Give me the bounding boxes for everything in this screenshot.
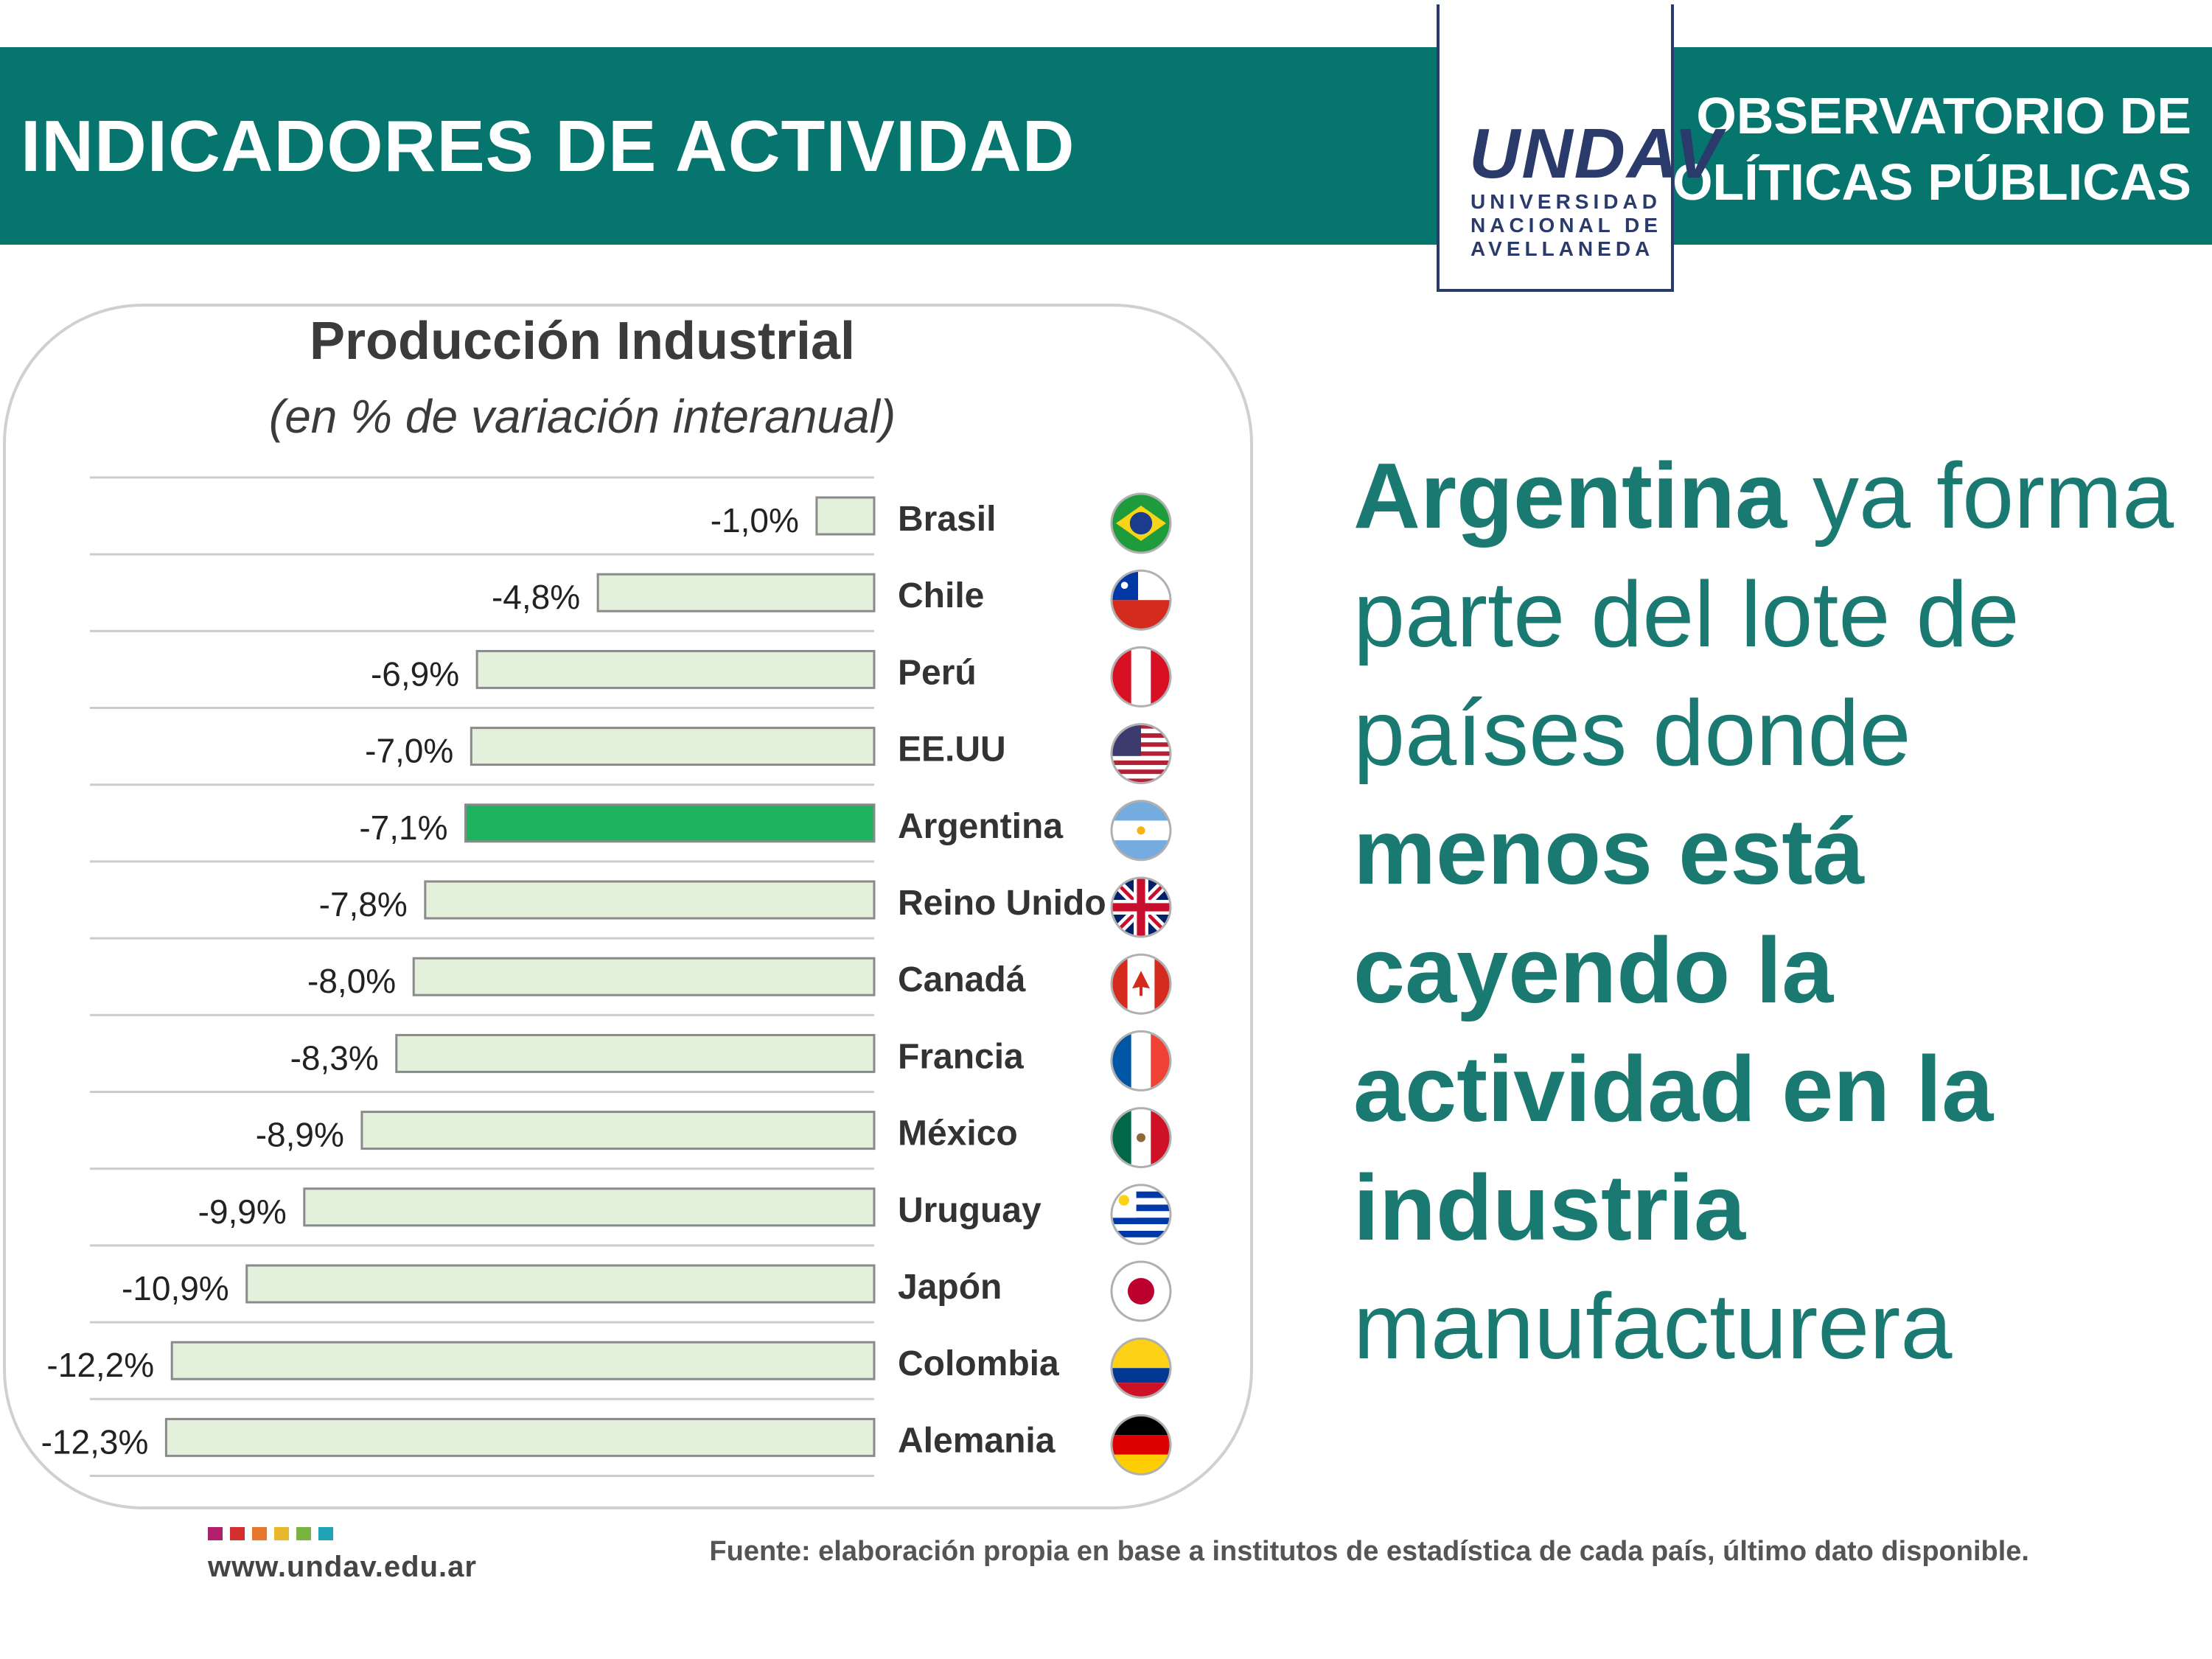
value-label: -4,8%: [492, 578, 580, 616]
bar-highlight: [464, 803, 876, 843]
brand-dot: [208, 1527, 223, 1540]
value-label: -10,9%: [122, 1269, 229, 1307]
mexico-flag-icon: [1110, 1107, 1172, 1169]
bar-chart: -1,0% Brasil -4,8% Chile -6,9% Perú -7,0% EE.UU…: [41, 476, 1172, 1477]
undav-logo: UNDAV UNIVERSIDAD NACIONAL DE AVELLANEDA: [1437, 4, 1721, 292]
bar: [412, 957, 876, 996]
chart-title: Producción Industrial: [309, 312, 856, 371]
category-label: Uruguay: [898, 1191, 1042, 1230]
bar: [596, 573, 876, 612]
category-label: Reino Unido: [898, 884, 1106, 923]
headline-bold-2: menos está cayendo la actividad en la in…: [1353, 800, 1994, 1260]
headline-text-1: ya forma parte del lote de países donde: [1353, 444, 2174, 785]
uk-flag-icon: [1110, 876, 1172, 938]
bar: [475, 649, 876, 689]
value-label: -12,3%: [41, 1422, 149, 1461]
value-label: -6,9%: [371, 654, 459, 693]
observatorio-line-2: POLÍTICAS PÚBLICAS: [1638, 153, 2191, 211]
bar: [245, 1264, 876, 1304]
value-label: -12,2%: [46, 1346, 154, 1384]
bar: [470, 727, 876, 766]
brand-dot: [252, 1527, 267, 1540]
bar: [164, 1417, 876, 1457]
value-label: -7,8%: [319, 885, 408, 923]
value-label: -9,9%: [198, 1192, 287, 1231]
uruguay-flag-icon: [1110, 1184, 1172, 1246]
brand-dot: [274, 1527, 289, 1540]
value-label: -7,1%: [359, 808, 447, 847]
argentina-flag-icon: [1110, 800, 1172, 862]
bar: [395, 1033, 876, 1073]
category-label: EE.UU: [898, 730, 1006, 769]
category-label: Canadá: [898, 960, 1026, 999]
bar: [303, 1187, 876, 1227]
france-flag-icon: [1110, 1030, 1172, 1092]
bar: [360, 1111, 876, 1150]
peru-flag-icon: [1110, 646, 1172, 708]
headline-bold-1: Argentina: [1353, 444, 1787, 548]
japan-flag-icon: [1110, 1260, 1172, 1322]
germany-flag-icon: [1110, 1414, 1172, 1475]
logo-line-1: UNIVERSIDAD: [1470, 190, 1661, 213]
value-label: -8,3%: [290, 1038, 379, 1077]
brand-color-dots: [208, 1527, 341, 1544]
value-label: -8,0%: [307, 962, 396, 1000]
bar: [424, 880, 876, 920]
chart-subtitle: (en % de variación interanual): [268, 390, 896, 443]
bar: [815, 496, 876, 536]
category-label: Brasil: [898, 500, 996, 539]
brand-dot: [230, 1527, 245, 1540]
bar: [170, 1341, 876, 1380]
headline-text-2: manufacturera: [1353, 1274, 1953, 1378]
website-url: www.undav.edu.ar: [208, 1551, 477, 1583]
category-label: México: [898, 1114, 1018, 1153]
value-label: -1,0%: [711, 501, 799, 539]
value-label: -7,0%: [365, 732, 453, 770]
chile-flag-icon: [1110, 569, 1172, 631]
brand-dot: [318, 1527, 333, 1540]
header-banner: [0, 47, 2212, 245]
logo-line-3: AVELLANEDA: [1470, 237, 1655, 260]
canada-flag-icon: [1110, 953, 1172, 1015]
category-label: Francia: [898, 1037, 1024, 1076]
page-title: INDICADORES DE ACTIVIDAD: [21, 105, 1075, 186]
observatorio-line-1: OBSERVATORIO DE: [1696, 87, 2191, 144]
category-label: Argentina: [898, 807, 1063, 846]
brand-dot: [296, 1527, 311, 1540]
category-label: Perú: [898, 653, 977, 692]
category-label: Japón: [898, 1268, 1002, 1307]
value-label: -8,9%: [256, 1116, 344, 1154]
colombia-flag-icon: [1110, 1337, 1172, 1399]
usa-flag-icon: [1110, 723, 1172, 785]
logo-subtitle: UNIVERSIDAD NACIONAL DE AVELLANEDA: [1470, 190, 1662, 261]
source-note: Fuente: elaboración propia en base a ins…: [709, 1536, 2029, 1567]
observatorio-title: OBSERVATORIO DE POLÍTICAS PÚBLICAS: [1638, 83, 2191, 215]
logo-wordmark: UNDAV: [1469, 114, 1723, 193]
category-label: Colombia: [898, 1344, 1059, 1383]
brazil-flag-icon: [1110, 492, 1172, 554]
category-label: Chile: [898, 576, 984, 615]
category-label: Alemania: [898, 1421, 1056, 1460]
logo-line-2: NACIONAL DE: [1470, 214, 1662, 237]
headline: Argentina ya forma parte del lote de paí…: [1353, 436, 2194, 1386]
